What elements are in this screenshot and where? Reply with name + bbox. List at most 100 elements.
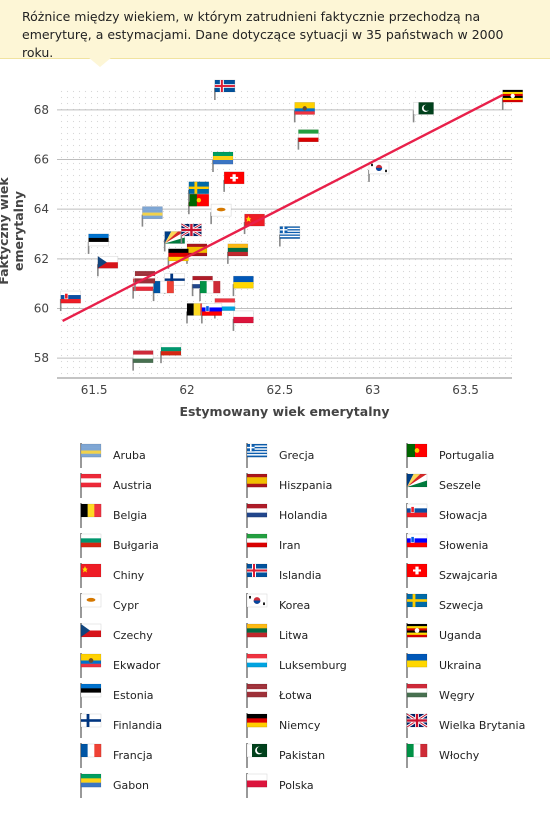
flag-szwajcaria-icon: [223, 171, 245, 185]
legend-item-hiszpania: Hiszpania: [244, 470, 404, 500]
flag-aruba-icon: [80, 443, 102, 468]
y-tick-label: 60: [34, 301, 49, 315]
legend-label: Pakistan: [279, 749, 326, 762]
banner-tail: [88, 57, 112, 67]
flag-luksemburg-icon: [246, 653, 268, 678]
legend-label: Ukraina: [439, 659, 482, 672]
legend-label: Słowenia: [439, 539, 489, 552]
flag-grecja-icon: [279, 226, 301, 239]
legend-item-gabon: Gabon: [78, 770, 238, 800]
flag-portugalia-icon: [188, 193, 210, 207]
flag-aruba-icon: [142, 206, 163, 219]
y-tick-label: 64: [34, 202, 49, 216]
flag-bulgaria-icon: [80, 533, 102, 558]
point-grecja: [279, 226, 301, 247]
legend-label: Węgry: [439, 689, 475, 702]
point-wegry: [132, 350, 154, 371]
legend-label: Szwecja: [439, 599, 484, 612]
flag-iran-icon: [246, 533, 268, 558]
y-tick-label: 58: [34, 351, 49, 365]
flag-francja-icon: [153, 280, 174, 294]
legend-item-bulgaria: Bułgaria: [78, 530, 238, 560]
legend-label: Seszele: [439, 479, 481, 492]
legend-item-ekwador: Ekwador: [78, 650, 238, 680]
x-tick-label: 61.5: [81, 383, 108, 397]
x-tick-label: 63: [365, 383, 380, 397]
legend-label: Aruba: [113, 449, 146, 462]
flag-belgia-icon: [80, 503, 102, 528]
flag-wielka-brytania-icon: [180, 222, 203, 238]
legend-label: Włochy: [439, 749, 480, 762]
flag-estonia-icon: [80, 683, 102, 708]
legend-item-pakistan: Pakistan: [244, 740, 404, 770]
legend-item-ukraina: Ukraina: [404, 650, 550, 680]
point-ekwador: [293, 102, 316, 123]
legend-label: Korea: [279, 599, 311, 612]
flag-islandia-icon: [246, 563, 268, 588]
legend-label: Belgia: [113, 509, 148, 522]
flag-austria-icon: [80, 473, 102, 498]
legend-label: Cypr: [113, 599, 139, 612]
flag-niemcy-icon: [168, 248, 189, 262]
flag-szwecja-icon: [188, 181, 210, 195]
flag-cypr-icon: [80, 593, 102, 618]
legend-item-holandia: Holandia: [244, 500, 404, 530]
y-tick-label: 66: [34, 153, 49, 167]
point-czechy: [97, 255, 119, 277]
flag-wegry-icon: [132, 350, 154, 363]
legend-label: Holandia: [279, 509, 328, 522]
flag-niemcy-icon: [246, 713, 268, 738]
legend-item-estonia: Estonia: [78, 680, 238, 710]
legend-item-seszele: Seszele: [404, 470, 550, 500]
flag-francja-icon: [80, 743, 102, 768]
legend-item-czechy: Czechy: [78, 620, 238, 650]
point-aruba: [141, 206, 163, 227]
flag-korea-icon: [246, 593, 268, 618]
legend-label: Litwa: [279, 629, 309, 642]
flag-seszele-icon: [406, 473, 428, 498]
legend-label: Czechy: [113, 629, 153, 642]
legend-item-slowenia: Słowenia: [404, 530, 550, 560]
legend-label: Francja: [113, 749, 153, 762]
flag-bulgaria-icon: [160, 342, 182, 356]
flag-wegry-icon: [406, 683, 428, 708]
legend-item-uganda: Uganda: [404, 620, 550, 650]
flag-grecja-icon: [246, 443, 268, 468]
point-seszele: [163, 231, 186, 252]
point-wielka-brytania: [180, 222, 203, 244]
chart-title: Różnice między wiekiem, w którym zatrudn…: [22, 9, 504, 60]
point-cypr: [210, 203, 232, 225]
legend-label: Ekwador: [113, 659, 161, 672]
legend-item-belgia: Belgia: [78, 500, 238, 530]
legend-item-polska: Polska: [244, 770, 404, 800]
legend-label: Iran: [279, 539, 301, 552]
legend-item-szwajcaria: Szwajcaria: [404, 560, 550, 590]
flag-ukraina-icon: [406, 653, 428, 678]
point-iran: [297, 129, 319, 150]
point-islandia: [214, 79, 236, 100]
flag-litwa-icon: [227, 243, 249, 257]
flag-holandia-icon: [246, 503, 268, 528]
flag-wielka-brytania-icon: [406, 712, 428, 738]
legend-item-wielka-brytania: Wielka Brytania: [404, 710, 550, 740]
legend-label: Gabon: [113, 779, 149, 792]
legend-label: Islandia: [279, 569, 322, 582]
legend-item-aruba: Aruba: [78, 440, 238, 470]
flag-estonia-icon: [88, 233, 109, 247]
legend-item-korea: Korea: [244, 590, 404, 620]
legend-label: Luksemburg: [279, 659, 347, 672]
legend-item-wegry: Węgry: [404, 680, 550, 710]
legend-label: Austria: [113, 479, 152, 492]
legend-item-cypr: Cypr: [78, 590, 238, 620]
legend-label: Chiny: [113, 569, 145, 582]
legend-label: Słowacja: [439, 509, 488, 522]
legend-item-litwa: Litwa: [244, 620, 404, 650]
y-axis-label: Faktyczny wiek emerytalny: [0, 177, 26, 285]
point-slowacja: [59, 290, 82, 312]
legend-label: Polska: [279, 779, 314, 792]
flag-czechy-icon: [97, 255, 119, 269]
legend-item-francja: Francja: [78, 740, 238, 770]
flag-ekwador-icon: [294, 102, 316, 115]
flag-uganda-icon: [406, 623, 428, 648]
flag-seszele-icon: [164, 231, 186, 244]
